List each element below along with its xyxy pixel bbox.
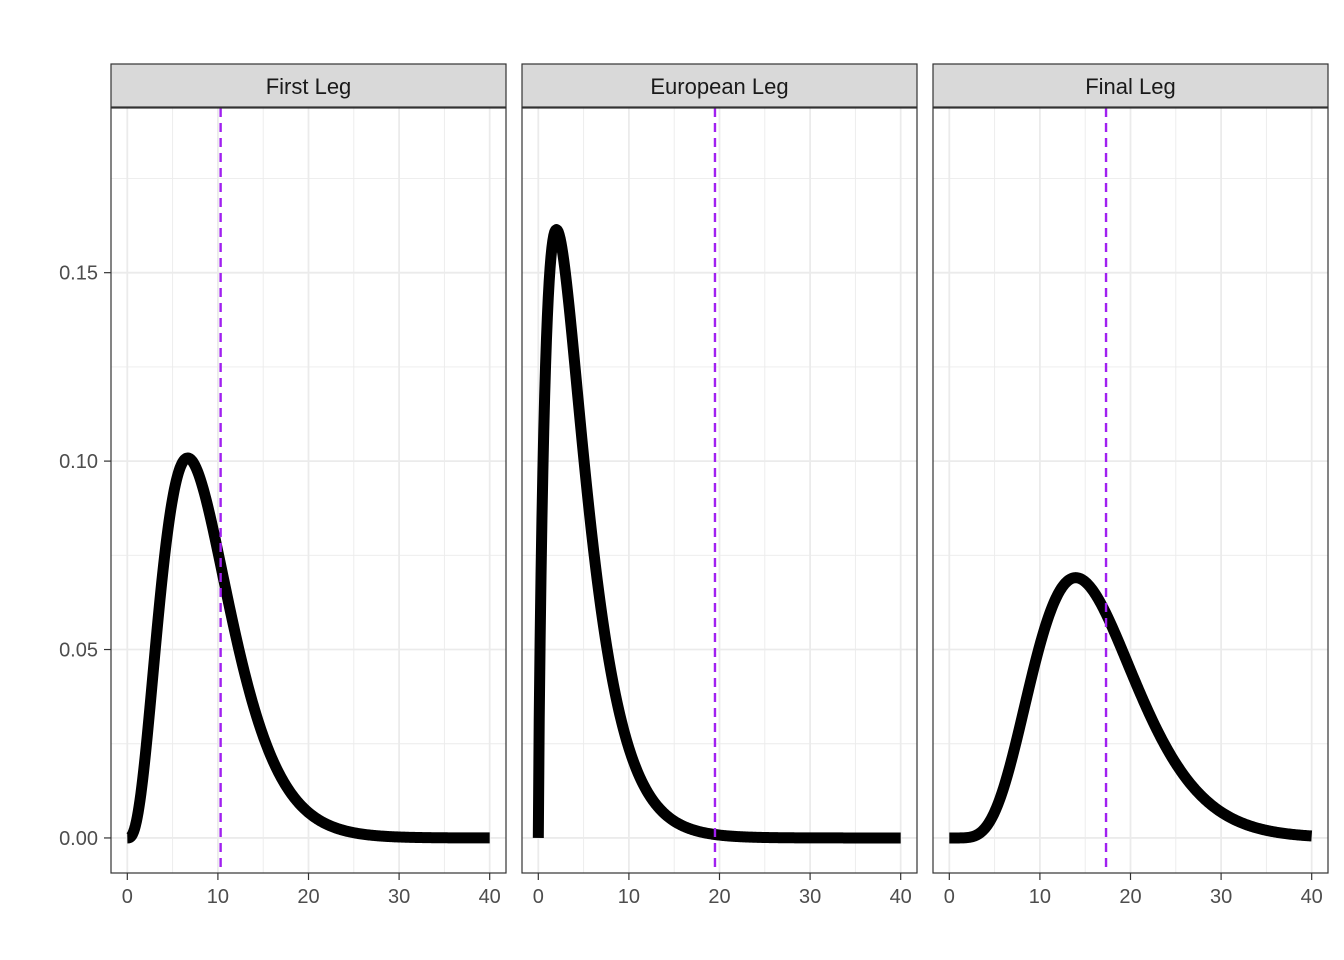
x-tick-label: 40 bbox=[1301, 886, 1323, 908]
y-tick-label: 0.15 bbox=[59, 263, 98, 285]
x-tick-label: 10 bbox=[618, 886, 640, 908]
x-tick-label: 30 bbox=[799, 886, 821, 908]
x-tick-label: 20 bbox=[1119, 886, 1141, 908]
x-tick-label: 30 bbox=[388, 886, 410, 908]
x-tick-label: 0 bbox=[122, 886, 133, 908]
x-tick-label: 30 bbox=[1210, 886, 1232, 908]
x-tick-label: 10 bbox=[1029, 886, 1051, 908]
facet-panel-european-leg: European Leg bbox=[521, 63, 918, 108]
strip-background bbox=[110, 63, 507, 108]
density-curve bbox=[532, 224, 906, 844]
density-curve bbox=[944, 572, 1317, 844]
facet-plot-area-3: 0 10 20 30 40 bbox=[932, 107, 1329, 908]
x-tick-label: 20 bbox=[708, 886, 730, 908]
facet-plot-area-2: 0 10 20 30 40 bbox=[521, 107, 918, 908]
y-tick-label: 0.10 bbox=[59, 451, 98, 473]
x-tick-label: 0 bbox=[533, 886, 544, 908]
x-tick-label: 10 bbox=[207, 886, 229, 908]
x-tick-label: 40 bbox=[890, 886, 912, 908]
facet-panel-final-leg: Final Leg bbox=[932, 63, 1329, 108]
x-tick-label: 0 bbox=[944, 886, 955, 908]
density-curve bbox=[122, 452, 495, 844]
strip-background bbox=[932, 63, 1329, 108]
facet-plot-area-1: 0 10 20 30 40 bbox=[110, 107, 507, 908]
y-axis: 0.00 0.05 0.10 0.15 bbox=[59, 263, 111, 850]
y-tick-label: 0.00 bbox=[59, 828, 98, 850]
y-tick-label: 0.05 bbox=[59, 640, 98, 662]
strip-background bbox=[521, 63, 918, 108]
facet-title-european-leg: European Leg bbox=[650, 74, 788, 99]
facet-title-first-leg: First Leg bbox=[266, 74, 352, 99]
x-tick-label: 20 bbox=[297, 886, 319, 908]
facet-panel-first-leg: First Leg bbox=[110, 63, 507, 108]
x-tick-label: 40 bbox=[479, 886, 501, 908]
facet-title-final-leg: Final Leg bbox=[1085, 74, 1176, 99]
